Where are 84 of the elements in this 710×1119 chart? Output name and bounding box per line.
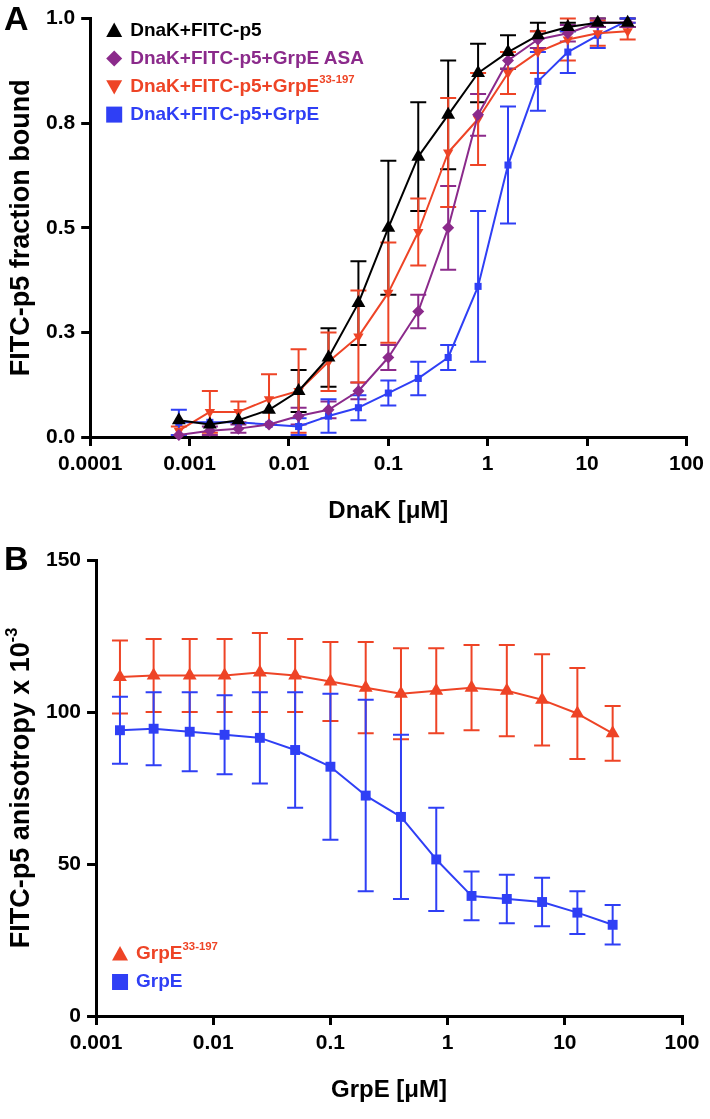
chart-title: A bbox=[4, 0, 29, 38]
point bbox=[254, 732, 265, 743]
point bbox=[171, 412, 186, 425]
x-axis-title: DnaK [μM] bbox=[328, 496, 449, 524]
x-tick-label: 10 bbox=[575, 451, 599, 475]
x-tick-label: 0.0001 bbox=[58, 451, 123, 475]
point bbox=[231, 412, 246, 425]
point bbox=[396, 811, 406, 822]
y-tick-label: 50 bbox=[57, 850, 82, 874]
y-tick-label: 150 bbox=[45, 546, 82, 570]
point bbox=[622, 28, 633, 38]
y-tick-label: 0.0 bbox=[45, 423, 76, 447]
point bbox=[570, 705, 585, 718]
y-tick-label: 1.0 bbox=[45, 5, 76, 29]
point bbox=[504, 161, 512, 169]
point bbox=[351, 295, 366, 308]
point bbox=[472, 108, 485, 121]
point bbox=[501, 894, 512, 904]
y-tick-label: 0.3 bbox=[45, 319, 76, 343]
x-tick-label: 10 bbox=[553, 1030, 577, 1054]
legend-label: DnaK+FITC-p5+GrpE ASA bbox=[130, 46, 365, 68]
point bbox=[146, 667, 161, 680]
point bbox=[466, 890, 477, 901]
point bbox=[113, 669, 127, 682]
point bbox=[607, 919, 618, 930]
point bbox=[219, 729, 230, 740]
chart-title: B bbox=[4, 539, 29, 578]
y-axis-title: FITC-p5 fraction bound bbox=[5, 79, 36, 377]
point bbox=[535, 691, 550, 704]
point bbox=[572, 907, 583, 918]
point bbox=[115, 725, 125, 736]
point bbox=[464, 679, 479, 692]
point bbox=[537, 897, 548, 907]
point bbox=[290, 745, 301, 755]
x-axis-title: GrpE [μM] bbox=[331, 1075, 448, 1103]
legend-label: DnaK+FITC-p5+GrpE bbox=[130, 102, 320, 124]
legend-label: DnaK+FITC-p5 bbox=[130, 18, 263, 40]
point bbox=[413, 228, 424, 238]
x-tick-label: 0.1 bbox=[315, 1030, 346, 1054]
point bbox=[217, 667, 232, 680]
point bbox=[382, 351, 395, 364]
y-tick-label: 0 bbox=[69, 1002, 82, 1026]
point bbox=[172, 428, 185, 441]
point bbox=[204, 408, 216, 418]
point bbox=[414, 374, 422, 382]
point bbox=[442, 149, 454, 159]
x-tick-label: 1 bbox=[481, 451, 494, 475]
point bbox=[202, 416, 217, 429]
point bbox=[252, 664, 267, 677]
point bbox=[444, 353, 452, 362]
x-tick-label: 0.01 bbox=[268, 451, 310, 475]
point bbox=[442, 221, 455, 234]
point bbox=[323, 673, 338, 686]
point bbox=[605, 725, 620, 738]
x-tick-label: 1 bbox=[441, 1030, 454, 1054]
point bbox=[564, 48, 572, 56]
point bbox=[474, 282, 482, 290]
point bbox=[325, 761, 336, 772]
x-tick-label: 0.1 bbox=[373, 451, 404, 475]
point bbox=[394, 685, 408, 698]
point bbox=[354, 404, 362, 412]
point bbox=[358, 679, 373, 692]
point bbox=[412, 305, 425, 318]
point bbox=[499, 682, 514, 695]
point bbox=[429, 682, 444, 695]
point bbox=[288, 667, 303, 680]
x-tick-label: 100 bbox=[668, 451, 704, 475]
x-tick-label: 0.001 bbox=[69, 1030, 123, 1054]
x-tick-label: 0.001 bbox=[163, 451, 217, 475]
point bbox=[360, 790, 371, 801]
y-tick-label: 0.5 bbox=[45, 214, 76, 238]
x-tick-label: 100 bbox=[664, 1030, 700, 1054]
point bbox=[534, 77, 542, 85]
y-tick-label: 0.8 bbox=[45, 110, 76, 133]
y-axis-title: FITC-p5 anisotropy x 10-3 bbox=[2, 627, 36, 949]
point bbox=[384, 389, 392, 397]
point bbox=[184, 726, 195, 737]
legend-label: GrpE bbox=[136, 970, 183, 992]
y-tick-label: 100 bbox=[45, 698, 82, 722]
point bbox=[431, 854, 442, 865]
point bbox=[532, 49, 544, 59]
x-tick-label: 0.01 bbox=[192, 1030, 234, 1054]
point bbox=[182, 667, 197, 680]
point bbox=[148, 723, 159, 734]
